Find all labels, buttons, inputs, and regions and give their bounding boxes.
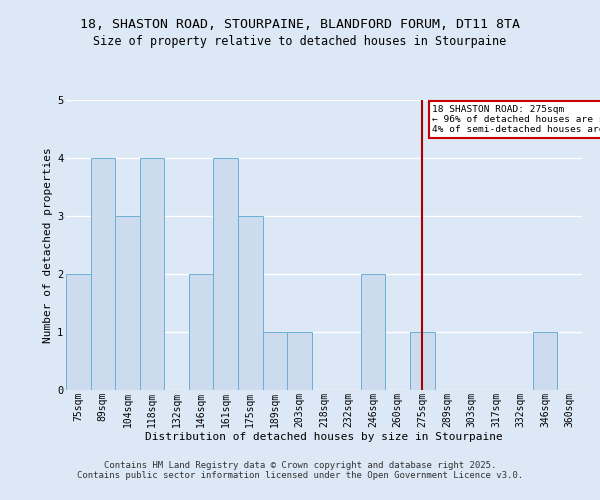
Bar [140, 158, 164, 390]
Text: Contains HM Land Registry data © Crown copyright and database right 2025.
Contai: Contains HM Land Registry data © Crown c… [77, 460, 523, 480]
X-axis label: Distribution of detached houses by size in Stourpaine: Distribution of detached houses by size … [145, 432, 503, 442]
Bar [410, 332, 434, 390]
Text: 18 SHASTON ROAD: 275sqm
← 96% of detached houses are smaller (27)
4% of semi-det: 18 SHASTON ROAD: 275sqm ← 96% of detache… [432, 104, 600, 134]
Bar [66, 274, 91, 390]
Bar [263, 332, 287, 390]
Bar [361, 274, 385, 390]
Bar [189, 274, 214, 390]
Y-axis label: Number of detached properties: Number of detached properties [43, 147, 53, 343]
Text: 18, SHASTON ROAD, STOURPAINE, BLANDFORD FORUM, DT11 8TA: 18, SHASTON ROAD, STOURPAINE, BLANDFORD … [80, 18, 520, 30]
Bar [214, 158, 238, 390]
Bar [287, 332, 312, 390]
Bar [91, 158, 115, 390]
Bar [533, 332, 557, 390]
Bar [115, 216, 140, 390]
Bar [238, 216, 263, 390]
Text: Size of property relative to detached houses in Stourpaine: Size of property relative to detached ho… [94, 35, 506, 48]
